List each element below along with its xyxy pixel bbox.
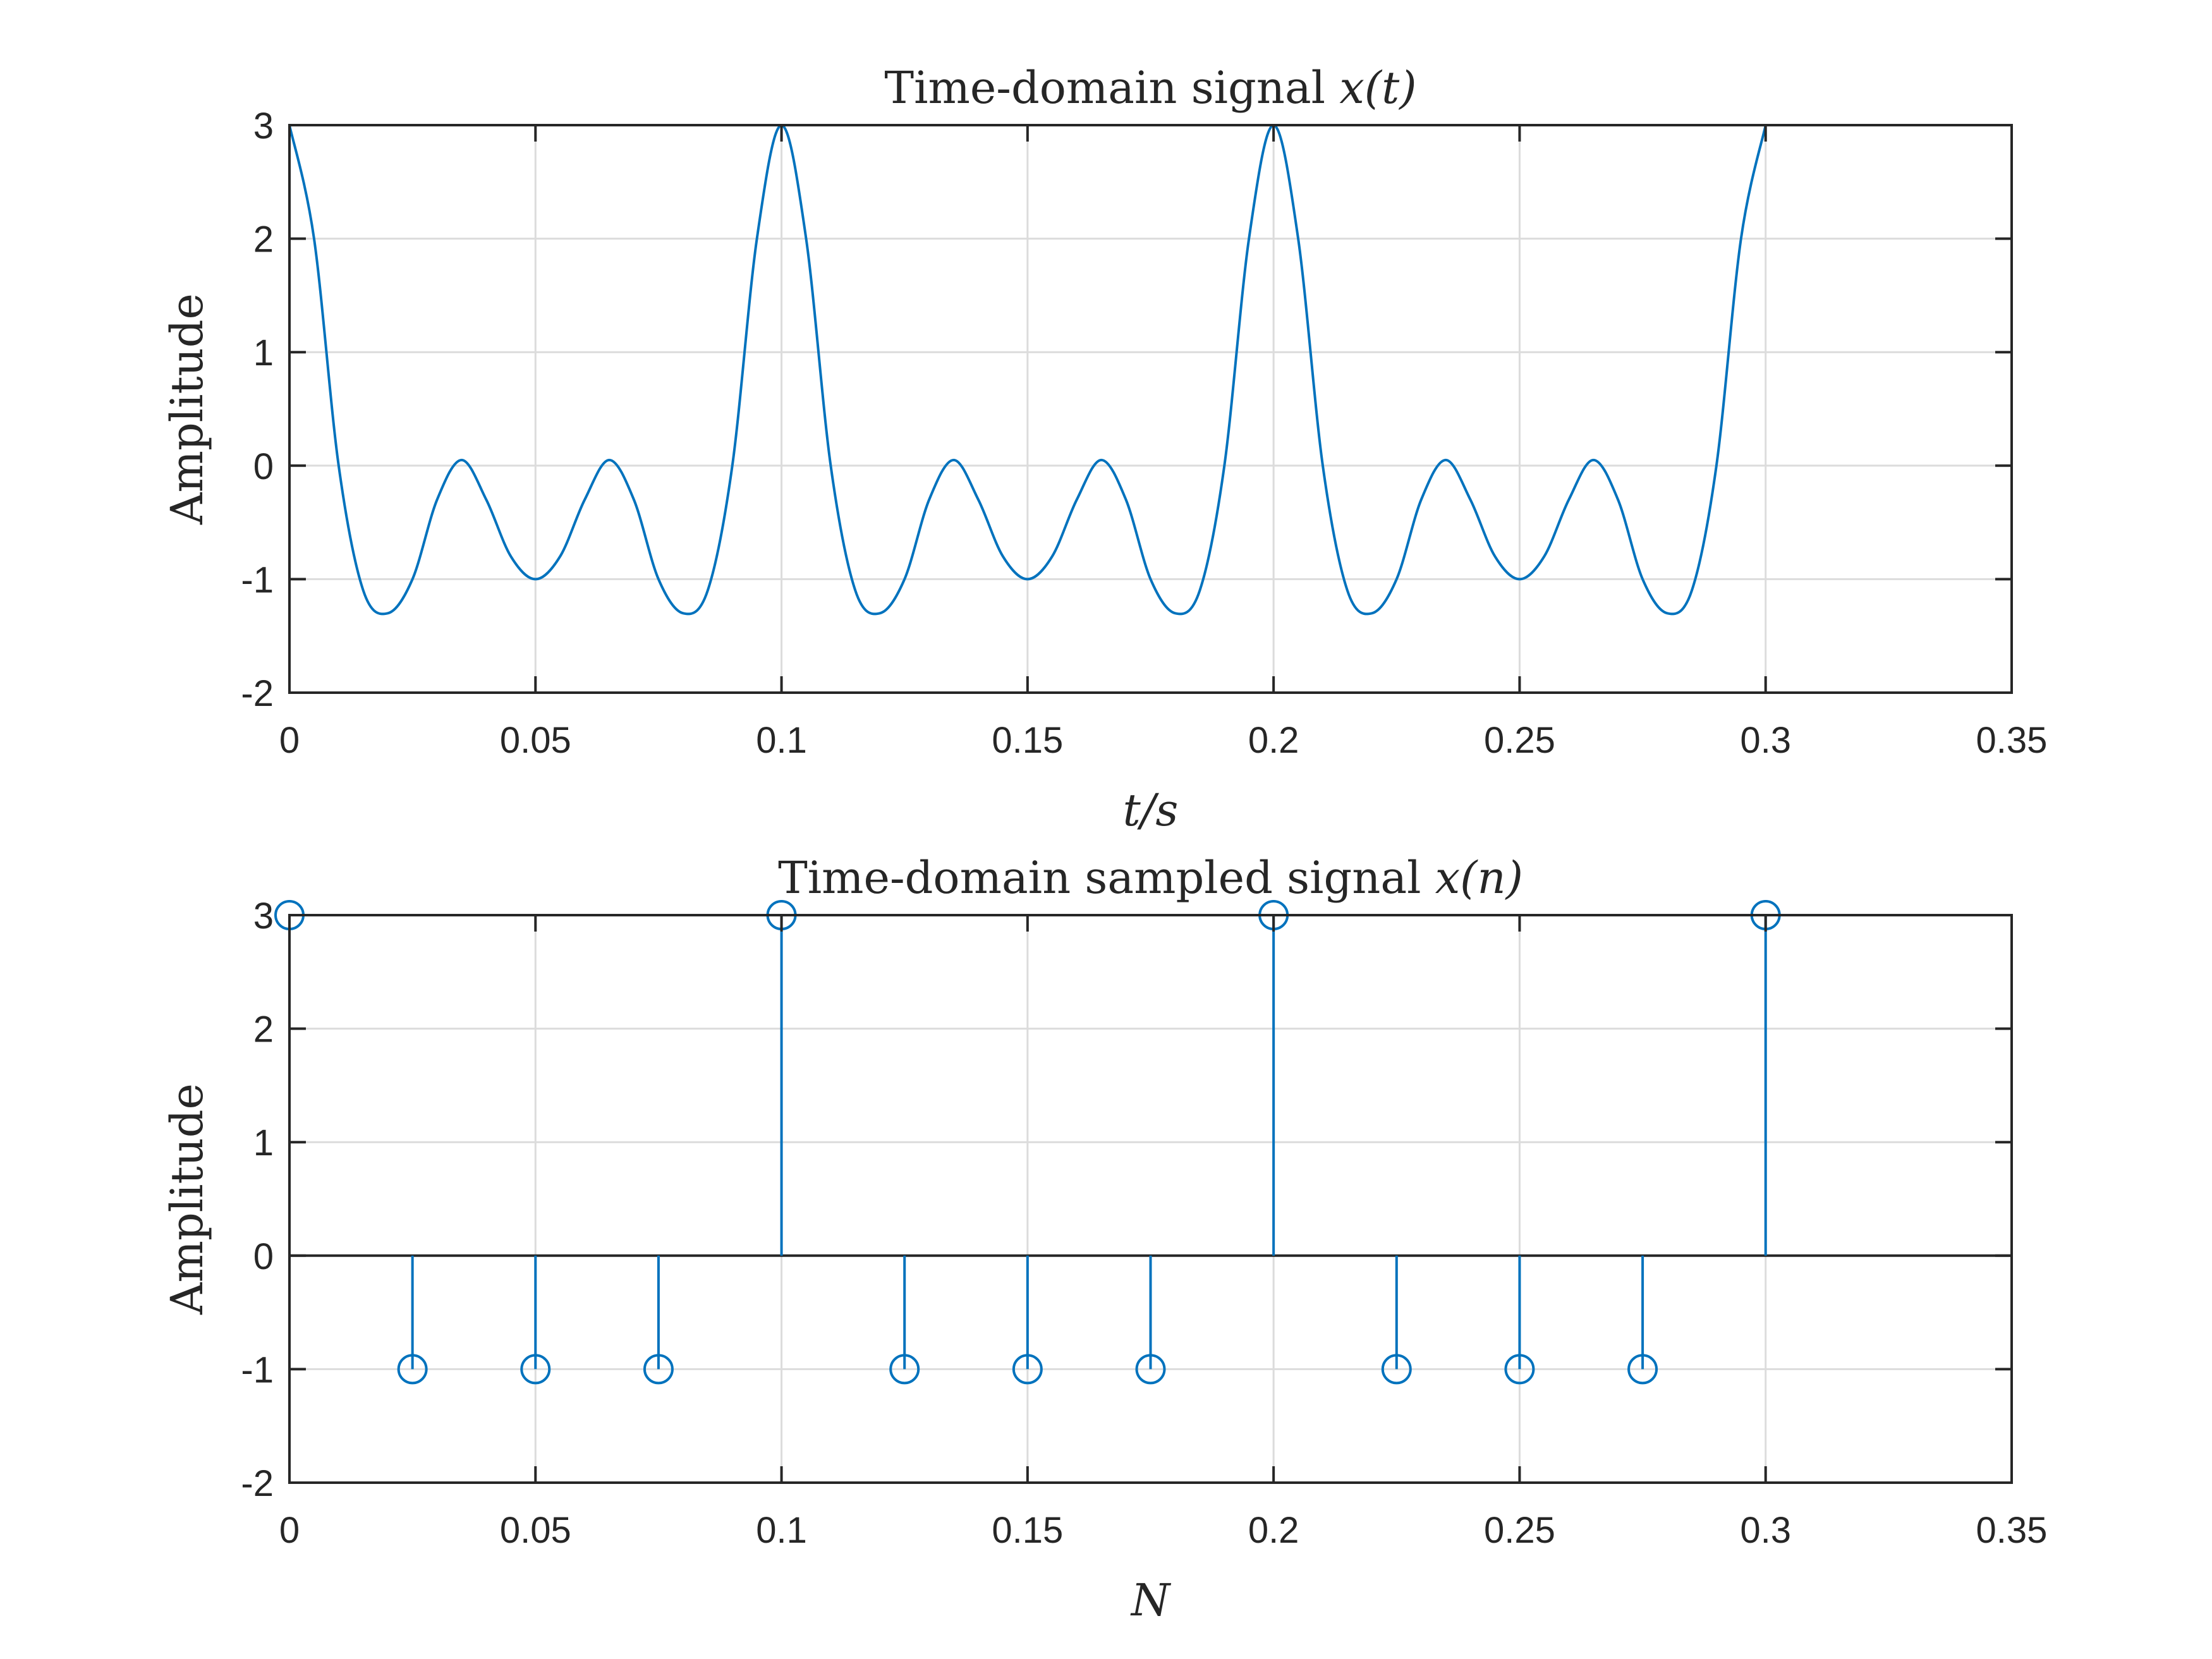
- x-tick-label: 0.15: [992, 1510, 1063, 1551]
- y-tick-label: 2: [253, 1009, 274, 1050]
- chart-title-math: x(t): [1339, 62, 1416, 114]
- stem-marker: [1381, 1354, 1412, 1385]
- x-tick-label: 0: [279, 720, 300, 761]
- axes-box: [288, 124, 2013, 694]
- stem-marker: [1135, 1354, 1166, 1385]
- y-axis-label: Amplitude: [161, 293, 213, 525]
- stem-marker: [1627, 1354, 1658, 1385]
- stem-marker: [397, 1354, 428, 1385]
- sampled-signal-plot: 0 0.05 0.1 0.15 0.2 0.25 0.3 0.35 -2 -1 0 1 2 3 Time-d…: [161, 852, 2047, 1626]
- y-tick-label: -1: [241, 1349, 274, 1390]
- y-tick-label: -1: [241, 559, 274, 600]
- chart-title: Time-domain sampled signal x(n): [778, 852, 1523, 904]
- x-tick-label: 0.2: [1248, 1510, 1299, 1551]
- x-tick-label: 0.05: [500, 720, 571, 761]
- y-tick-label: 0: [253, 446, 274, 487]
- x-tick-label: 0.05: [500, 1510, 571, 1551]
- stem-marker: [643, 1354, 674, 1385]
- ticks: [288, 124, 2013, 694]
- y-tick-label: 0: [253, 1236, 274, 1277]
- y-tick-label: -2: [241, 673, 274, 714]
- grid: [289, 125, 2012, 693]
- x-axis-label: t/s: [1123, 784, 1179, 836]
- chart-title: Time-domain signal x(t): [884, 62, 1416, 114]
- chart-title-text: Time-domain sampled signal: [778, 852, 1435, 904]
- stem-marker: [1012, 1354, 1043, 1385]
- grid: [289, 915, 2012, 1483]
- stem-marker: [520, 1354, 551, 1385]
- chart-title-text: Time-domain signal: [884, 62, 1339, 114]
- chart-title-math: x(n): [1435, 852, 1523, 904]
- y-tick-label: 3: [253, 106, 274, 147]
- y-tick-label: -2: [241, 1463, 274, 1504]
- stem-marker: [1504, 1354, 1535, 1385]
- x-tick-label: 0.1: [756, 1510, 807, 1551]
- x-tick-label: 0.35: [1976, 720, 2048, 761]
- x-tick-label: 0.25: [1484, 720, 1555, 761]
- y-tick-label: 1: [253, 332, 274, 374]
- stem-marker: [889, 1354, 920, 1385]
- axes-box: [288, 914, 2013, 1484]
- ticks: [288, 914, 2013, 1484]
- y-tick-label: 3: [253, 896, 274, 937]
- x-tick-label: 0.35: [1976, 1510, 2048, 1551]
- x-tick-label: 0.15: [992, 720, 1063, 761]
- x-tick-label: 0.3: [1740, 1510, 1791, 1551]
- x-tick-label: 0.25: [1484, 1510, 1555, 1551]
- x-axis-label: N: [1130, 1574, 1172, 1626]
- x-tick-label: 0: [279, 1510, 300, 1551]
- x-tick-label: 0.1: [756, 720, 807, 761]
- x-tick-label: 0.2: [1248, 720, 1299, 761]
- signal-line: [288, 123, 1767, 616]
- time-domain-signal-plot: 0 0.05 0.1 0.15 0.2 0.25 0.3 0.35 -2 -1 0 1 2 3 Time-d…: [161, 62, 2047, 836]
- y-axis-label: Amplitude: [161, 1083, 213, 1315]
- y-tick-label: 1: [253, 1122, 274, 1164]
- y-tick-label: 2: [253, 219, 274, 260]
- x-tick-label: 0.3: [1740, 720, 1791, 761]
